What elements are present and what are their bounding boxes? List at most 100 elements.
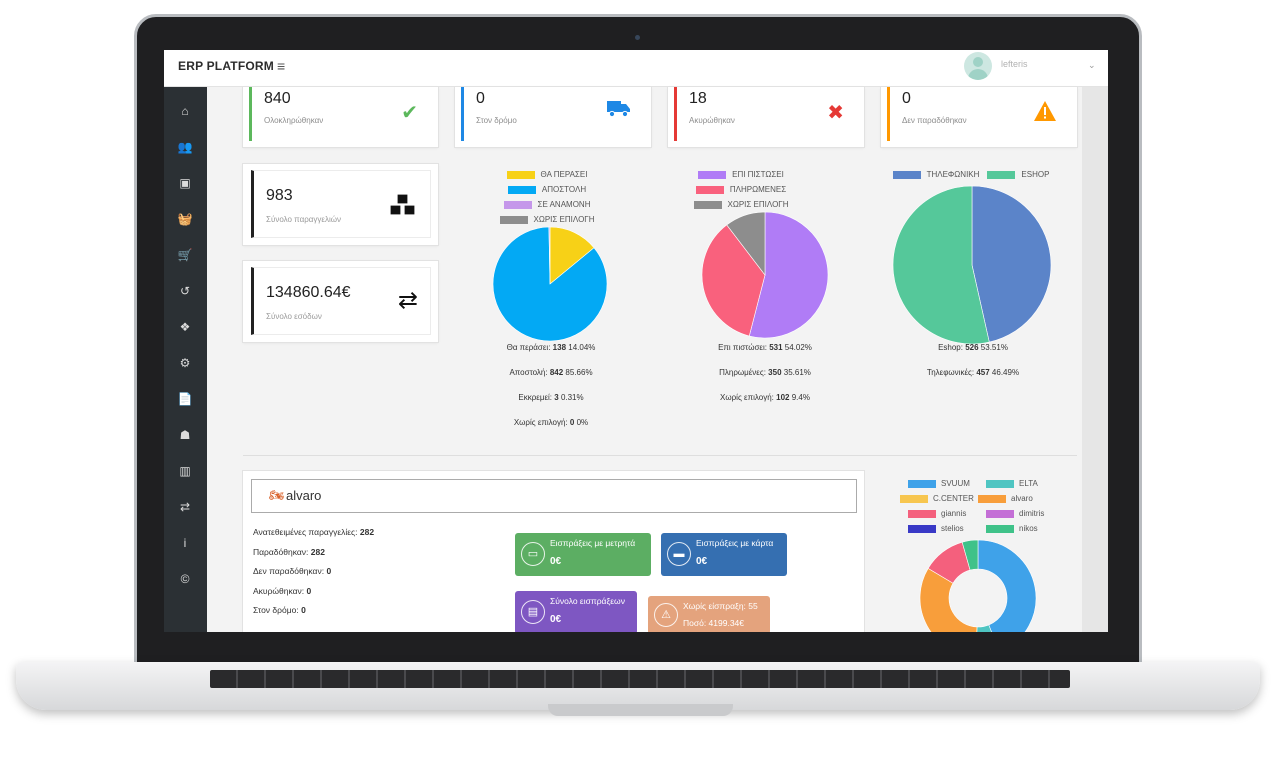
file-icon[interactable]: 📄 (177, 392, 193, 406)
caption-row: Θα περάσει: 138 14.04% (506, 343, 596, 352)
gear-icon[interactable]: ⚙ (179, 356, 191, 370)
legend-item[interactable]: dimitris (986, 509, 1064, 518)
wallet-icon: ▤ (521, 600, 545, 624)
section-divider (243, 455, 1077, 456)
pie-captions: Επι πιστώσει: 531 54.02% Πληρωμένες: 350… (682, 343, 848, 418)
caption-row: Αποστολή: 842 85.66% (509, 368, 593, 377)
user-secret-icon[interactable]: ☗ (179, 428, 191, 442)
truck-icon (607, 100, 631, 124)
caption-row: Επι πιστώσει: 531 54.02% (718, 343, 812, 352)
legend-item[interactable]: ΧΩΡΙΣ ΕΠΙΛΟΓΗ (487, 212, 607, 227)
courier-donut[interactable] (919, 539, 1037, 632)
total-revenue-value: 134860.64€ (266, 284, 351, 301)
stat-label: Ακυρώθηκαν (689, 116, 735, 125)
legend-label[interactable]: ΤΗΛΕΦΩΝΙΚΗ (926, 170, 980, 179)
caption-row: Τηλεφωνικές: 457 46.49% (926, 368, 1020, 377)
unpaid-tile[interactable]: ⚠ Χωρίς είσπραξη: 55 Ποσό: 4199.34€ (648, 596, 770, 632)
payment-status-pie[interactable] (701, 211, 829, 339)
cubes-icon[interactable]: ❖ (179, 320, 191, 334)
agent-header[interactable]: 🏍 alvaro (251, 479, 857, 513)
info-icon[interactable]: i (183, 536, 187, 550)
exchange-icon[interactable]: ⇄ (179, 500, 191, 514)
pie-captions: Eshop: 526 53.51% Τηλεφωνικές: 457 46.49… (890, 343, 1056, 393)
chevron-down-icon[interactable]: ⌄ (1088, 60, 1096, 70)
legend-item[interactable]: ΘΑ ΠΕΡΑΣΕΙ (487, 167, 607, 182)
legend-swatch[interactable] (987, 170, 1016, 179)
pie-slice-χωρις-επιλογη[interactable] (726, 211, 766, 276)
caption-row: Χωρίς επιλογή: 102 9.4% (720, 393, 810, 402)
orders-status-pie[interactable] (492, 226, 608, 342)
accent-bar (461, 87, 464, 141)
legend-swatch[interactable] (892, 170, 921, 179)
stat-label: Δεν παραδόθηκαν (902, 116, 967, 125)
legend-label[interactable]: ESHOP (1021, 170, 1050, 179)
tile-title: Εισπράξεις με κάρτα (696, 538, 774, 548)
pie-slice-πληρωμενες[interactable] (701, 224, 766, 337)
legend-item[interactable]: ELTA (986, 479, 1064, 488)
pie-slice-nikos[interactable] (961, 539, 979, 571)
stat-card-not-delivered: 0 Δεν παραδόθηκαν (881, 87, 1077, 147)
caption-row: Χωρίς επιλογή: 0 0% (513, 418, 589, 427)
legend-item[interactable]: ΑΠΟΣΤΟΛΗ (487, 182, 607, 197)
legend-item[interactable]: ΠΛΗΡΩΜΕΝΕΣ (676, 182, 806, 197)
cubes-icon (388, 193, 418, 223)
caption-row: Πληρωμένες: 350 35.61% (719, 368, 811, 377)
legend-item[interactable]: C.CENTER (900, 494, 978, 503)
stat-card-completed: 840 Ολοκληρώθηκαν ✔ (243, 87, 438, 147)
cart-icon[interactable]: 🛒 (177, 248, 193, 262)
accent-bar (249, 87, 252, 141)
legend-item[interactable]: ΧΩΡΙΣ ΕΠΙΛΟΓΗ (676, 197, 806, 212)
pie-slice-alvaro[interactable] (919, 568, 978, 632)
cross-icon: ✖ (827, 102, 844, 124)
webcam (635, 35, 640, 40)
total-revenue-card: 134860.64€ Σύνολο εσόδων ⇄ (243, 261, 438, 342)
copyright-icon[interactable]: © (180, 572, 190, 586)
bar-chart-icon[interactable]: ▥ (179, 464, 191, 478)
legend-item[interactable]: SVUUM (908, 479, 986, 488)
pie-slice-svuum[interactable] (977, 539, 1037, 632)
contacts-icon[interactable]: ▣ (179, 176, 191, 190)
user-name[interactable]: lefteris (1001, 59, 1028, 69)
users-icon[interactable]: 👥 (177, 140, 193, 154)
basket-icon[interactable]: 🧺 (177, 212, 193, 226)
legend-item[interactable]: alvaro (978, 494, 1056, 503)
pie-slice-τηλεφωνικη[interactable] (971, 185, 1052, 343)
agent-name: alvaro (286, 488, 322, 503)
agent-stat-row: Δεν παραδόθηκαν: 0 (253, 566, 332, 576)
total-orders-label: Σύνολο παραγγελιών (266, 215, 341, 224)
warning-icon: ⚠ (654, 603, 678, 627)
pie-slice-eshop[interactable] (892, 185, 990, 345)
pie-slice-επι-πιστωσει[interactable] (748, 211, 829, 339)
legend-item[interactable]: ΕΠΙ ΠΙΣΤΩΣΕΙ (676, 167, 806, 182)
legend-item[interactable]: ΣΕ ΑΝΑΜΟΝΗ (487, 197, 607, 212)
cash-payments-tile[interactable]: ▭ Εισπράξεις με μετρητά 0€ (515, 533, 651, 576)
total-revenue-label: Σύνολο εσόδων (266, 312, 322, 321)
tile-value: 0€ (550, 556, 562, 567)
avatar[interactable] (964, 52, 992, 80)
exchange-icon: ⇄ (397, 287, 418, 314)
agent-panel: 🏍 alvaro Ανατεθειμένες παραγγελίες: 282 … (243, 471, 864, 632)
laptop-notch (548, 704, 733, 716)
legend-item[interactable]: stelios (908, 524, 986, 533)
agent-stat-row: Ανατεθειμένες παραγγελίες: 282 (253, 527, 375, 537)
check-icon: ✔ (401, 102, 418, 124)
stat-value: 0 (902, 90, 911, 107)
card-payments-tile[interactable]: ▬ Εισπράξεις με κάρτα 0€ (661, 533, 787, 576)
brand-title[interactable]: ERP PLATFORM (178, 59, 274, 73)
pie-slice-σε-αναμονη[interactable] (548, 226, 551, 285)
legend-item[interactable]: giannis (908, 509, 986, 518)
total-payments-tile[interactable]: ▤ Σύνολο εισπράξεων 0€ (515, 591, 637, 632)
history-icon[interactable]: ↺ (179, 284, 191, 298)
legend-row: ΤΗΛΕΦΩΝΙΚΗ ESHOP (876, 167, 1066, 182)
tile-value: 0€ (550, 614, 562, 625)
top-navbar: ERP PLATFORM ≡ lefteris ⌄ (164, 50, 1108, 87)
agent-stat-row: Ακυρώθηκαν: 0 (253, 585, 312, 596)
scroll-gutter (1082, 87, 1108, 632)
stat-label: Στον δρόμο (476, 116, 517, 125)
legend-item[interactable]: nikos (986, 524, 1064, 533)
hamburger-icon[interactable]: ≡ (277, 58, 286, 74)
order-source-pie[interactable] (892, 185, 1052, 345)
agent-stat-row: Παραδόθηκαν: 282 (253, 546, 325, 557)
home-icon[interactable]: ⌂ (181, 104, 189, 118)
agent-stat-row: Στον δρόμο: 0 (253, 605, 306, 615)
